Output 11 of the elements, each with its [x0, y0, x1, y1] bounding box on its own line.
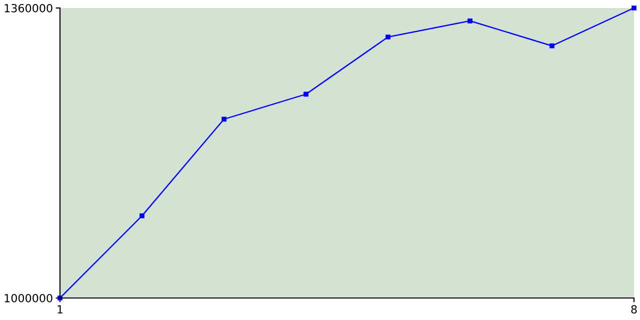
point [632, 6, 636, 10]
y-tick-label: 1000000 [4, 294, 52, 302]
x-tick-label: 1 [58, 305, 63, 314]
point [140, 213, 144, 218]
point [550, 43, 554, 48]
point [468, 18, 472, 24]
point [304, 92, 308, 97]
x-tick-label: 8 [631, 305, 637, 314]
y-tick-label: 1360000 [4, 4, 52, 12]
point [222, 116, 226, 122]
point [386, 34, 390, 40]
